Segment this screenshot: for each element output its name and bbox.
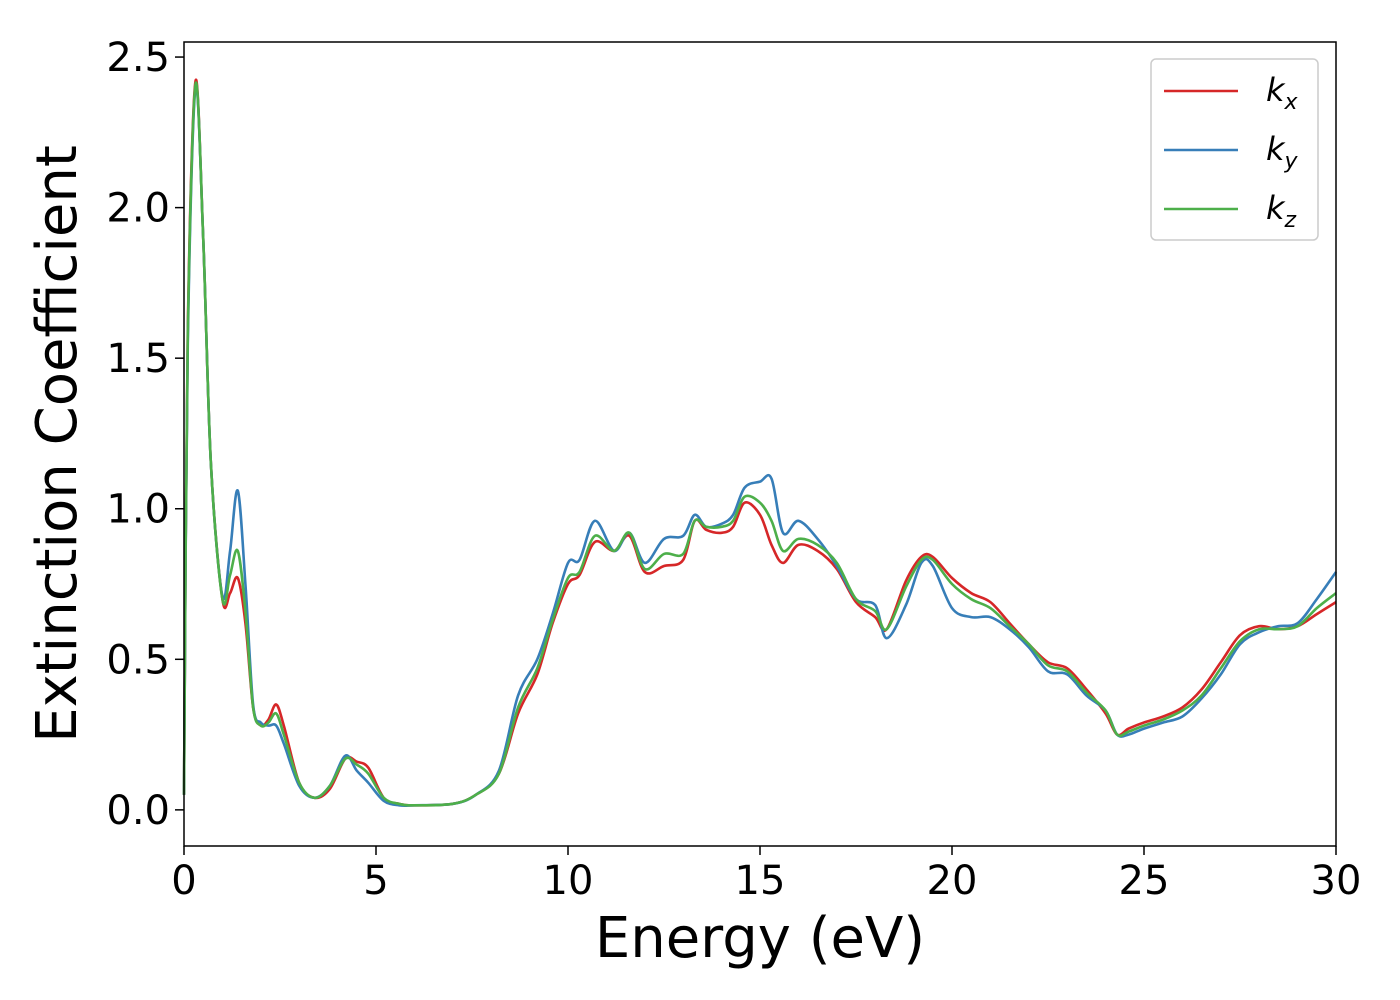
x-tick-label: 10 — [543, 858, 594, 904]
y-tick-label: 0.0 — [106, 788, 170, 834]
x-tick-label: 30 — [1311, 858, 1362, 904]
y-tick-label: 2.0 — [106, 186, 170, 232]
y-tick-label: 2.5 — [106, 35, 170, 81]
y-axis: 0.0 0.5 1.0 1.5 2.0 2.5 — [106, 35, 184, 834]
series-layer — [182, 78, 1338, 808]
x-tick-label: 5 — [363, 858, 388, 904]
plot-area — [184, 42, 1336, 846]
x-tick-label: 20 — [927, 858, 978, 904]
series-line-kz — [182, 81, 1337, 807]
x-tick-label: 25 — [1119, 858, 1170, 904]
x-axis: 0 5 10 15 20 25 30 — [171, 846, 1361, 904]
x-axis-label: Energy (eV) — [595, 906, 925, 971]
y-tick-label: 0.5 — [106, 637, 170, 683]
y-axis-label: Extinction Coefficient — [25, 145, 90, 743]
x-tick-label: 15 — [735, 858, 786, 904]
y-tick-label: 1.0 — [106, 487, 170, 533]
x-tick-label: 0 — [171, 858, 196, 904]
y-tick-label: 1.5 — [106, 336, 170, 382]
